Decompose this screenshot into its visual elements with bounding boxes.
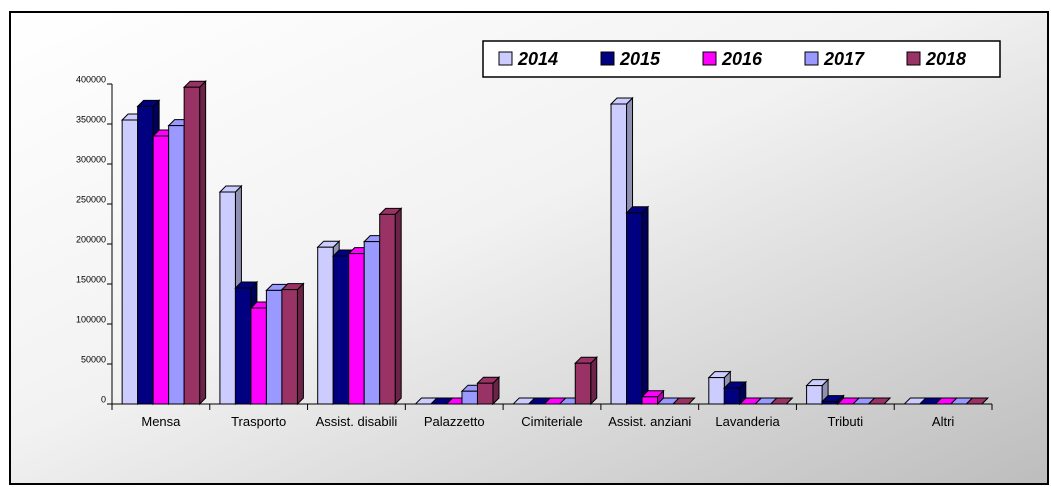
y-tick-label: 100000	[76, 314, 106, 324]
bar-side	[296, 282, 304, 406]
bar-top	[965, 397, 990, 405]
bar-side	[394, 207, 402, 406]
legend-swatch	[600, 51, 615, 66]
bar-top	[769, 397, 794, 405]
bar	[821, 401, 839, 405]
legend-label: 2015	[619, 49, 661, 69]
bar	[806, 385, 823, 405]
bar-side	[199, 79, 207, 406]
y-tick-label: 300000	[76, 154, 106, 164]
bar	[265, 289, 283, 405]
bar	[723, 387, 741, 405]
bar	[234, 287, 252, 405]
bar-top	[867, 397, 892, 405]
x-tick-label: Palazzetto	[423, 414, 485, 429]
legend-swatch	[804, 51, 819, 66]
legend-swatch	[702, 51, 717, 66]
bar	[121, 119, 139, 405]
legend-label: 2017	[823, 49, 865, 69]
x-tick-label: Mensa	[141, 414, 181, 429]
x-tick-label: Altri	[931, 414, 955, 429]
legend-label: 2016	[721, 49, 763, 69]
y-tick-label: 250000	[76, 194, 106, 204]
bar-side	[641, 205, 649, 406]
bar	[152, 135, 170, 405]
bar	[461, 390, 478, 405]
bar	[610, 103, 628, 405]
bar	[476, 382, 494, 405]
x-tick-label: Assist. anziani	[608, 414, 692, 429]
y-tick-label: 400000	[76, 74, 106, 84]
legend-swatch	[498, 51, 513, 66]
y-tick-label: 0	[101, 394, 106, 404]
legend-label: 2014	[517, 49, 558, 69]
y-tick-label: 350000	[76, 114, 106, 124]
bar	[363, 241, 381, 405]
x-tick-label: Assist. disabili	[315, 414, 398, 429]
y-tick-label: 150000	[76, 274, 106, 284]
bar	[708, 377, 725, 405]
bar	[317, 246, 334, 405]
legend-label: 2018	[925, 49, 966, 69]
bar	[348, 253, 365, 405]
bar-top	[671, 397, 696, 405]
bar	[574, 362, 592, 405]
bar	[641, 396, 659, 405]
bar	[250, 307, 267, 405]
bar-side	[590, 355, 598, 406]
x-tick-label: Lavanderia	[715, 414, 780, 429]
bar	[281, 289, 298, 405]
legend-swatch	[906, 51, 921, 66]
y-tick-label: 50000	[81, 354, 106, 364]
bar	[137, 105, 154, 405]
bar	[626, 212, 643, 405]
bar	[332, 255, 350, 405]
bar	[219, 191, 236, 405]
x-tick-label: Tributi	[827, 414, 864, 429]
x-tick-label: Cimiteriale	[521, 414, 583, 429]
bar	[183, 86, 201, 405]
bar	[379, 213, 396, 405]
x-tick-label: Trasporto	[231, 414, 287, 429]
bar	[168, 125, 185, 405]
y-tick-label: 200000	[76, 234, 106, 244]
